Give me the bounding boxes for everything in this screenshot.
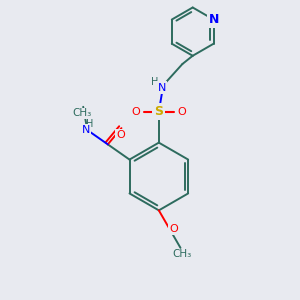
Text: O: O	[132, 107, 140, 117]
Text: O: O	[116, 130, 125, 140]
Text: CH₃: CH₃	[172, 249, 192, 259]
Text: N: N	[82, 125, 90, 135]
Text: CH₃: CH₃	[72, 108, 92, 118]
Text: H: H	[86, 118, 93, 128]
Text: O: O	[177, 107, 186, 117]
Text: S: S	[154, 105, 163, 118]
Text: N: N	[208, 13, 219, 26]
Text: H: H	[151, 77, 159, 87]
Text: O: O	[169, 224, 178, 235]
Text: N: N	[158, 82, 166, 93]
